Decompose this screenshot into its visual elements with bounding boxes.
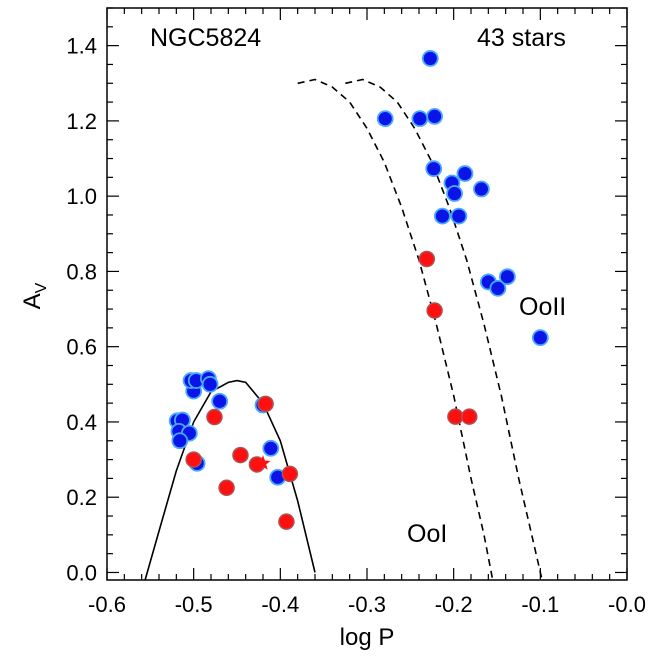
blue-data-point [472, 180, 490, 198]
blue-data-point [171, 432, 189, 450]
blue-data-point [411, 110, 429, 128]
y-tick-label: 1.2 [66, 109, 97, 134]
red-star-point [255, 455, 271, 470]
y-tick-label: 0.2 [66, 485, 97, 510]
y-tick-label: 0.6 [66, 335, 97, 360]
blue-data-point [421, 50, 439, 67]
x-tick-label: -0.4 [261, 592, 299, 617]
solid-curve [144, 379, 316, 581]
cluster-name-annotation: NGC5824 [150, 24, 261, 52]
red-data-point [426, 302, 443, 319]
red-data-point [447, 408, 464, 425]
blue-data-point [425, 160, 443, 178]
blue-data-point [446, 185, 463, 202]
dashed-curve [345, 78, 543, 581]
blue-data-point [376, 110, 394, 128]
ooii-annotation: OoII [519, 293, 566, 321]
red-data-point [418, 250, 436, 268]
y-tick-label: 1.4 [66, 34, 97, 59]
y-tick-label: 0.0 [66, 560, 97, 585]
x-tick-label: -0.5 [175, 592, 213, 617]
x-tick-label: -0.0 [608, 592, 646, 617]
blue-data-point [262, 439, 280, 457]
dashed-curve [297, 78, 494, 581]
blue-data-point [456, 165, 474, 182]
x-axis-label: log P [340, 624, 395, 651]
tick-labels: -0.6 -0.5 -0.4 -0.3 -0.2 -0.1 -0.0 0.0 0.2 0.4 0.6… [66, 34, 646, 617]
red-data-point [232, 446, 249, 464]
y-tick-label: 1.0 [66, 184, 97, 209]
x-tick-label: -0.6 [88, 592, 126, 617]
red-data-point [185, 451, 202, 468]
blue-data-point [211, 392, 229, 410]
ooi-annotation: OoI [407, 520, 447, 548]
y-tick-label: 0.4 [66, 410, 97, 435]
y-axis-label: AV [19, 282, 50, 309]
blue-data-point [201, 375, 219, 393]
axis-ticks [106, 7, 628, 580]
red-data-point [206, 408, 223, 426]
star-count-annotation: 43 stars [477, 24, 566, 52]
red-data-point [218, 479, 235, 497]
red-data-point [461, 408, 478, 425]
data-points [168, 50, 549, 530]
x-tick-label: -0.3 [348, 592, 386, 617]
x-tick-label: -0.1 [521, 592, 559, 617]
svg-text:AV: AV [19, 282, 50, 309]
red-data-point [278, 513, 295, 530]
red-data-point [257, 395, 274, 413]
x-tick-label: -0.2 [435, 592, 473, 617]
blue-data-point [426, 107, 444, 125]
blue-data-point [450, 207, 468, 225]
curves [144, 78, 543, 581]
blue-data-point [531, 329, 549, 347]
y-tick-label: 0.8 [66, 259, 97, 284]
blue-data-point [489, 279, 507, 297]
y-axis-label-main: A [19, 293, 46, 309]
y-axis-label-sub: V [33, 282, 50, 293]
blue-data-point [433, 207, 451, 225]
red-data-point [281, 465, 299, 483]
blue-data-point [498, 268, 516, 286]
